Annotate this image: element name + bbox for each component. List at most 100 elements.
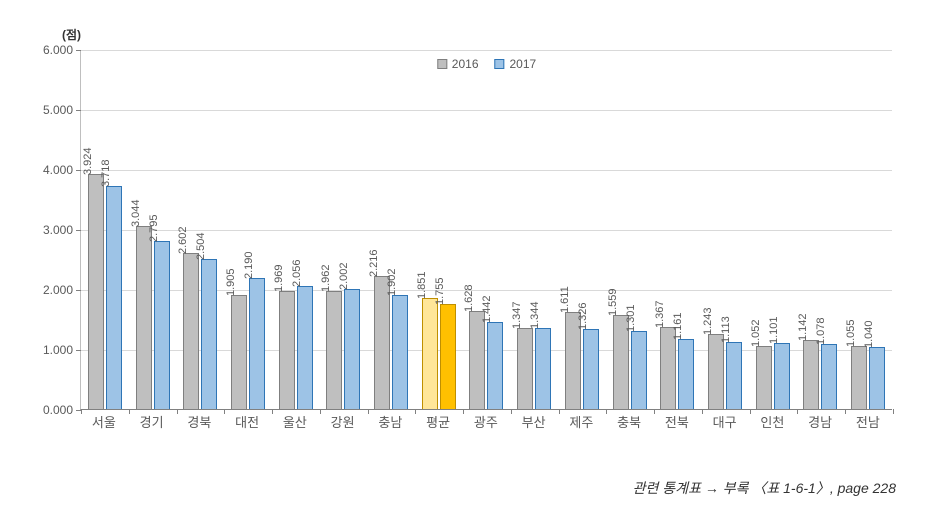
bar-value-label: 2.056 xyxy=(291,259,305,287)
bar-group: 1.6281.442 xyxy=(469,311,503,409)
bar-group: 1.2431.113 xyxy=(708,334,742,409)
chart-legend: 2016 2017 xyxy=(427,54,546,74)
bar-2016: 1.142 xyxy=(803,340,819,409)
bar-2017: 1.078 xyxy=(821,344,837,409)
bar-2016: 1.969 xyxy=(279,291,295,409)
legend-swatch-2017 xyxy=(495,59,505,69)
bar-value-label: 1.243 xyxy=(702,308,716,336)
bar-2016: 3.044 xyxy=(136,226,152,409)
bar-2016: 1.243 xyxy=(708,334,724,409)
bar-value-label: 1.344 xyxy=(529,302,543,330)
legend-item-2017: 2017 xyxy=(495,57,537,71)
bar-2017: 1.101 xyxy=(774,343,790,409)
category-label: 전북 xyxy=(660,412,694,431)
bar-value-label: 1.905 xyxy=(225,268,239,296)
bar-value-label: 2.504 xyxy=(195,232,209,260)
bar-group: 1.0551.040 xyxy=(851,346,885,409)
bar-2017: 1.040 xyxy=(869,347,885,409)
legend-item-2016: 2016 xyxy=(437,57,479,71)
bar-group: 2.2161.902 xyxy=(374,276,408,409)
bar-value-label: 1.442 xyxy=(481,296,495,324)
bar-value-label: 3.044 xyxy=(130,200,144,228)
bar-2017: 2.504 xyxy=(201,259,217,409)
bar-2017: 3.718 xyxy=(106,186,122,409)
bar-value-label: 1.367 xyxy=(654,300,668,328)
bar-2017: 2.002 xyxy=(344,289,360,409)
bar-value-label: 1.113 xyxy=(720,317,734,344)
y-axis-unit-label: (점) xyxy=(62,26,81,43)
bar-group: 1.5591.301 xyxy=(613,315,647,409)
plot-area: 0.0001.0002.0003.0004.0005.0006.000 2016… xyxy=(80,50,892,410)
category-label: 경기 xyxy=(135,412,169,431)
bar-2016: 1.905 xyxy=(231,295,247,409)
category-label: 경북 xyxy=(182,412,216,431)
category-label: 충남 xyxy=(373,412,407,431)
bar-group: 1.1421.078 xyxy=(803,340,837,409)
bar-value-label: 1.326 xyxy=(577,303,591,331)
bar-2016: 1.851 xyxy=(422,298,438,409)
bar-value-label: 1.078 xyxy=(815,318,829,346)
category-label: 광주 xyxy=(469,412,503,431)
category-label: 경남 xyxy=(803,412,837,431)
bar-value-label: 1.902 xyxy=(386,268,400,296)
bar-value-label: 1.969 xyxy=(273,264,287,292)
bar-value-label: 1.755 xyxy=(434,277,448,305)
bar-value-label: 1.559 xyxy=(607,289,621,317)
bar-value-label: 2.795 xyxy=(148,215,162,243)
bar-2017: 1.301 xyxy=(631,331,647,409)
category-label: 대구 xyxy=(708,412,742,431)
bar-2016: 1.055 xyxy=(851,346,867,409)
bar-2016: 1.052 xyxy=(756,346,772,409)
category-label: 서울 xyxy=(87,412,121,431)
bar-2017: 1.113 xyxy=(726,342,742,409)
chart-container: (점) 0.0001.0002.0003.0004.0005.0006.000 … xyxy=(20,20,906,460)
bar-value-label: 1.611 xyxy=(559,287,573,314)
bar-group: 1.9692.056 xyxy=(279,286,313,409)
bar-2017: 1.344 xyxy=(535,328,551,409)
bar-group: 1.3471.344 xyxy=(517,328,551,409)
bar-group: 3.0442.795 xyxy=(136,226,170,409)
bar-value-label: 2.002 xyxy=(338,262,352,290)
bar-2017: 1.442 xyxy=(487,322,503,409)
category-label: 인천 xyxy=(755,412,789,431)
bar-value-label: 1.161 xyxy=(672,313,686,341)
bar-2017: 1.326 xyxy=(583,329,599,409)
bar-value-label: 2.602 xyxy=(177,226,191,254)
chart-caption: 관련 통계표 → 부록 〈표 1-6-1〉, page 228 xyxy=(20,478,906,498)
bar-value-label: 1.962 xyxy=(320,265,334,293)
bar-2017: 1.161 xyxy=(678,339,694,409)
bar-group: 1.0521.101 xyxy=(756,343,790,409)
bar-value-label: 3.924 xyxy=(82,147,96,175)
category-labels: 서울경기경북대전울산강원충남평균광주부산제주충북전북대구인천경남전남 xyxy=(80,412,892,431)
category-label: 충북 xyxy=(612,412,646,431)
category-label: 울산 xyxy=(278,412,312,431)
legend-label: 2017 xyxy=(510,57,537,71)
bar-group: 2.6022.504 xyxy=(183,253,217,409)
bar-value-label: 1.142 xyxy=(797,314,811,342)
bar-value-label: 1.628 xyxy=(463,285,477,313)
bar-2016: 2.602 xyxy=(183,253,199,409)
bar-group: 1.9052.190 xyxy=(231,278,265,409)
bar-group: 3.9243.718 xyxy=(88,174,122,409)
category-label: 전남 xyxy=(851,412,885,431)
bar-value-label: 1.851 xyxy=(416,271,430,299)
category-label: 제주 xyxy=(564,412,598,431)
bars-container: 3.9243.7183.0442.7952.6022.5041.9052.190… xyxy=(81,50,892,409)
bar-value-label: 1.052 xyxy=(750,319,764,347)
category-label: 강원 xyxy=(326,412,360,431)
category-label: 부산 xyxy=(517,412,551,431)
bar-value-label: 1.040 xyxy=(863,320,877,348)
bar-2017: 2.795 xyxy=(154,241,170,409)
bar-value-label: 1.347 xyxy=(511,302,525,330)
bar-group: 1.6111.326 xyxy=(565,312,599,409)
bar-2016: 1.347 xyxy=(517,328,533,409)
bar-value-label: 1.055 xyxy=(845,319,859,347)
bar-2017: 1.755 xyxy=(440,304,456,409)
bar-2017: 2.190 xyxy=(249,278,265,409)
bar-value-label: 1.301 xyxy=(625,304,639,332)
bar-value-label: 2.190 xyxy=(243,251,257,279)
bar-value-label: 1.101 xyxy=(768,316,782,344)
x-tick-mark xyxy=(893,409,894,414)
bar-2016: 3.924 xyxy=(88,174,104,409)
category-label: 대전 xyxy=(230,412,264,431)
